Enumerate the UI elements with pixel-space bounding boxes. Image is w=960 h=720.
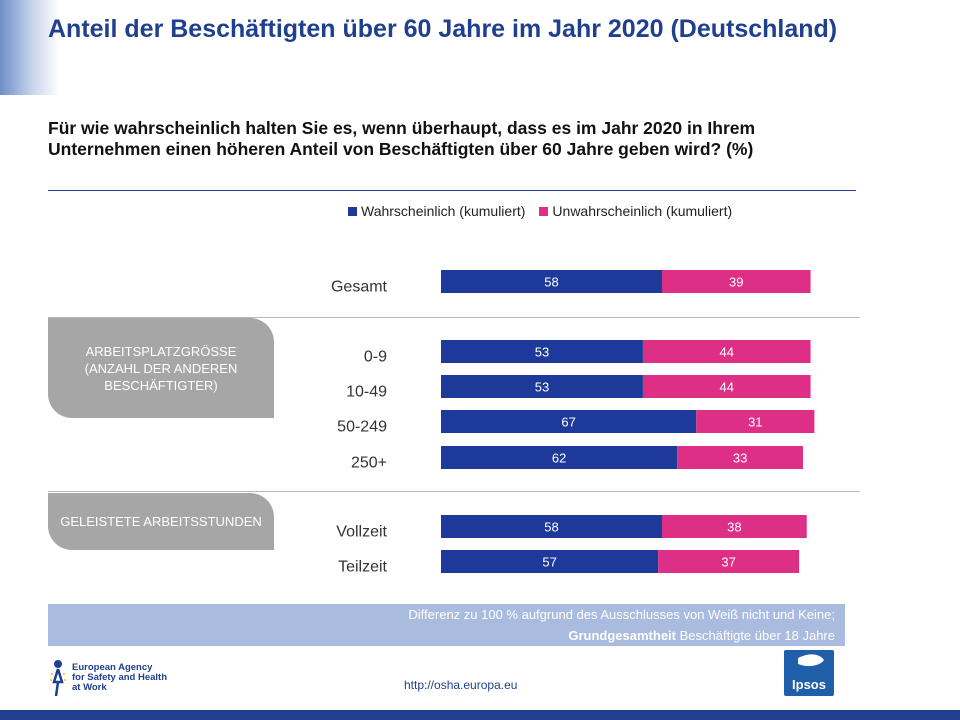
bar-value-label: 44 <box>720 345 734 360</box>
bar-value-label: 33 <box>733 451 747 466</box>
bar-likely <box>441 270 662 293</box>
bar-value-label: 38 <box>727 520 741 535</box>
group-label-workplace-size: ARBEITSPLATZGRÖSSE (ANZAHL DER ANDEREN B… <box>48 318 274 418</box>
footnote-box: Differenz zu 100 % aufgrund des Ausschlu… <box>48 604 845 646</box>
legend-item-unlikely: Unwahrscheinlich (kumuliert) <box>539 203 732 219</box>
bar-value-label: 58 <box>544 275 558 290</box>
header-accent <box>0 0 60 95</box>
footer-url[interactable]: http://osha.europa.eu <box>404 678 518 692</box>
legend-item-likely: Wahrscheinlich (kumuliert) <box>348 203 525 219</box>
category-label: Gesamt <box>331 279 388 296</box>
group-label-workplace-size-text: ARBEITSPLATZGRÖSSE (ANZAHL DER ANDEREN B… <box>84 343 238 393</box>
ipsos-logo-text: Ipsos <box>792 677 826 692</box>
bar-value-label: 37 <box>721 555 735 570</box>
bar-likely <box>441 340 643 363</box>
bar-unlikely <box>661 515 807 538</box>
group-label-working-hours: GELEISTETE ARBEITSSTUNDEN <box>48 493 274 550</box>
survey-question: Für wie wahrscheinlich halten Sie es, we… <box>48 118 756 159</box>
bar-value-label: 39 <box>729 275 743 290</box>
eu-osha-logo: European Agency for Safety and Health at W… <box>48 656 178 700</box>
section-divider <box>48 491 860 492</box>
eu-osha-logo-text: European Agency for Safety and Health at W… <box>72 662 168 693</box>
legend-swatch-unlikely <box>539 206 549 216</box>
bar-value-label: 53 <box>535 380 549 395</box>
bar-value-label: 58 <box>544 520 558 535</box>
bar-likely <box>441 446 678 469</box>
bar-likely <box>441 515 662 538</box>
category-label: 10-49 <box>346 384 387 401</box>
section-divider <box>48 317 860 318</box>
category-label: 0-9 <box>364 349 387 366</box>
question-rule <box>48 190 856 191</box>
category-label: Vollzeit <box>336 524 387 541</box>
legend-swatch-likely <box>348 206 357 216</box>
bar-unlikely <box>696 410 815 433</box>
footnote-base-label: Grundgesamtheit <box>568 628 676 643</box>
bar-value-label: 67 <box>561 415 575 430</box>
bottom-band <box>0 710 960 720</box>
bar-unlikely <box>677 446 803 469</box>
chart-legend: Wahrscheinlich (kumuliert) Unwahrscheinl… <box>348 202 746 220</box>
footnote-base-text: Beschäftigte über 18 Jahre <box>676 628 835 643</box>
bar-value-label: 57 <box>542 555 556 570</box>
bar-likely <box>441 375 643 398</box>
ipsos-logo-icon <box>798 654 824 667</box>
bar-unlikely <box>661 270 811 293</box>
page-title: Anteil der Beschäftigten über 60 Jahre i… <box>48 15 838 43</box>
category-label: 250+ <box>351 455 387 472</box>
ipsos-logo: Ipsos <box>784 650 834 696</box>
bar-value-label: 53 <box>535 345 549 360</box>
bar-value-label: 44 <box>720 380 734 395</box>
bar-unlikely <box>658 550 800 573</box>
footnote-base: Grundgesamtheit Beschäftigte über 18 Jah… <box>568 628 835 643</box>
legend-label-likely: Wahrscheinlich (kumuliert) <box>361 203 526 219</box>
group-label-working-hours-text: GELEISTETE ARBEITSSTUNDEN <box>60 514 262 529</box>
bar-value-label: 31 <box>748 415 762 430</box>
bar-unlikely <box>642 340 811 363</box>
legend-label-unlikely: Unwahrscheinlich (kumuliert) <box>552 203 733 219</box>
eu-osha-figure-icon <box>50 660 66 697</box>
bar-likely <box>441 410 697 433</box>
bar-likely <box>441 550 659 573</box>
category-label: 50-249 <box>337 419 387 436</box>
bar-unlikely <box>642 375 811 398</box>
bar-value-label: 62 <box>552 451 566 466</box>
category-label: Teilzeit <box>338 559 387 576</box>
footnote-difference: Differenz zu 100 % aufgrund des Ausschlu… <box>408 607 835 622</box>
